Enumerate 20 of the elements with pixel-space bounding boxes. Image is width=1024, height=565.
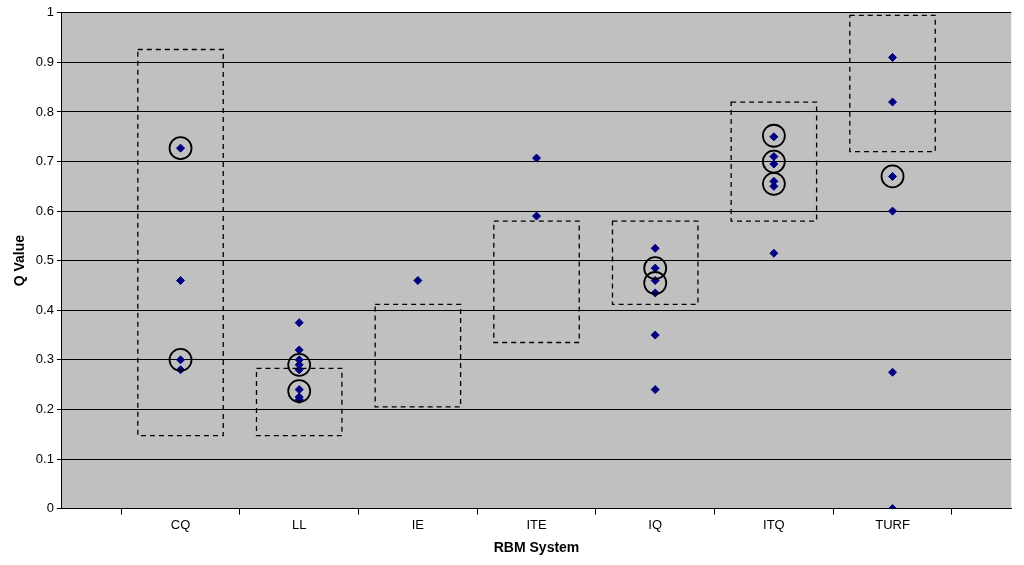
x-tick-label: IQ — [648, 516, 663, 532]
x-axis-title: RBM System — [493, 539, 580, 556]
y-tick-label: 0.2 — [35, 401, 54, 417]
y-tick-label: 0.3 — [35, 351, 54, 367]
y-tick-label: 0 — [46, 500, 54, 516]
y-tick-label: 0.4 — [35, 301, 54, 317]
y-tick-label: 1 — [46, 4, 54, 20]
x-tick-label: CQ — [170, 516, 191, 532]
y-tick-label: 0.6 — [35, 202, 54, 218]
x-tick-label: ITQ — [763, 516, 785, 532]
x-tick-label: IE — [411, 516, 425, 532]
y-axis-title: Q Value — [11, 234, 28, 287]
y-tick-label: 0.9 — [35, 53, 54, 69]
y-tick-label: 0.7 — [35, 153, 54, 169]
x-tick-label: ITE — [526, 516, 547, 532]
x-tick-label: TURF — [875, 516, 910, 532]
y-tick-label: 0.1 — [35, 450, 54, 466]
x-tick-label: LL — [291, 516, 307, 532]
y-tick-label: 0.5 — [35, 252, 54, 268]
y-tick-label: 0.8 — [35, 103, 54, 119]
